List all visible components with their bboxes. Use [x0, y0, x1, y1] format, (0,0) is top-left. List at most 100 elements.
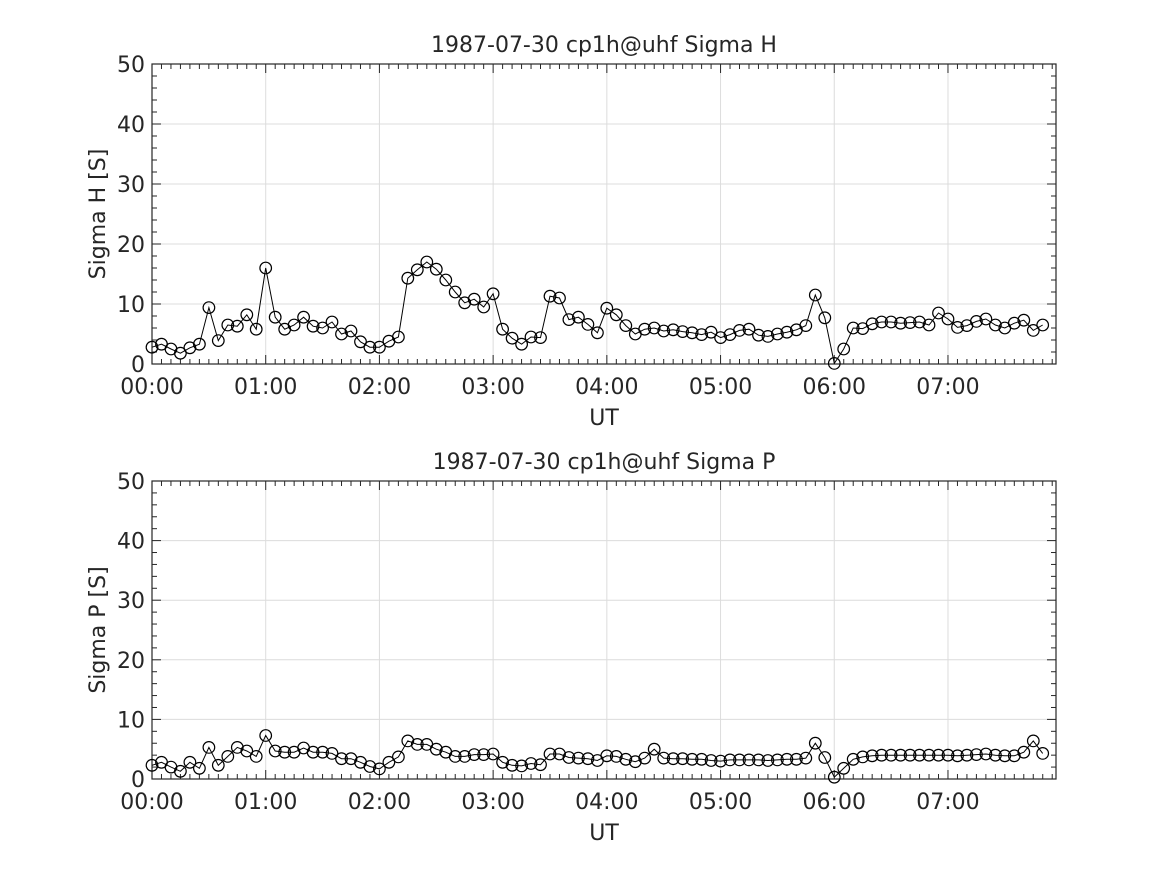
data-point: [240, 744, 254, 758]
data-point: [771, 327, 784, 341]
data-point: [913, 315, 926, 329]
data-point: [600, 749, 614, 763]
data-point: [335, 327, 348, 341]
data-point: [316, 745, 330, 759]
y-tick-label: 50: [117, 470, 145, 495]
data-point: [865, 317, 879, 331]
data-point: [392, 750, 405, 764]
data-point: [619, 752, 633, 766]
data-point: [723, 753, 737, 767]
data-point: [1007, 316, 1021, 330]
y-tick-label: 10: [117, 708, 145, 733]
data-point: [410, 263, 424, 277]
data-point: [666, 752, 680, 766]
data-point: [771, 753, 784, 767]
x-tick-label: 07:00: [916, 375, 979, 400]
data-point: [306, 319, 320, 333]
data-point: [211, 758, 225, 772]
data-point: [970, 315, 983, 328]
data-point: [865, 749, 879, 763]
x-tick-label: 04:00: [575, 375, 638, 400]
data-point: [192, 761, 206, 775]
data-point: [742, 322, 756, 336]
data-point: [363, 760, 377, 773]
data-point: [354, 335, 367, 349]
sigma-p-plot: 1987-07-30 cp1h@uhf Sigma P UT Sigma P […: [86, 450, 1057, 846]
y-tick-label: 30: [117, 589, 145, 614]
data-point: [221, 318, 235, 332]
data-point: [808, 288, 822, 302]
data-point: [230, 319, 244, 333]
data-point: [1017, 313, 1031, 327]
x-tick-label: 06:00: [803, 375, 866, 400]
data-point: [827, 357, 841, 370]
x-tick-label: 00:00: [120, 375, 183, 400]
data-point: [1036, 318, 1050, 332]
data-point: [856, 750, 870, 764]
data-point: [951, 749, 964, 763]
y-tick-label: 40: [117, 113, 145, 138]
y-tick-label: 30: [117, 173, 145, 198]
data-point: [240, 308, 254, 322]
data-point: [676, 325, 689, 339]
data-point: [439, 273, 453, 287]
data-point: [666, 323, 680, 337]
data-point: [628, 755, 642, 769]
data-point: [278, 745, 292, 759]
data-point: [894, 316, 907, 330]
data-point: [903, 748, 917, 762]
data-point: [1026, 734, 1040, 748]
data-point: [145, 758, 159, 772]
data-point: [761, 754, 775, 767]
data-point: [211, 334, 225, 348]
x-tick-label: 04:00: [575, 790, 638, 815]
data-point: [259, 261, 273, 275]
data-point: [714, 331, 727, 345]
data-point: [1036, 747, 1050, 760]
data-point: [875, 748, 888, 762]
data-point: [780, 752, 794, 766]
data-point: [998, 749, 1012, 763]
data-point: [401, 734, 415, 748]
data-point: [790, 752, 803, 766]
x-tick-label: 07:00: [916, 790, 979, 815]
data-point: [619, 319, 633, 333]
data-point: [581, 752, 595, 766]
data-point: [496, 322, 510, 336]
data-point: [894, 748, 907, 762]
data-point: [657, 751, 671, 765]
data-point: [515, 759, 528, 773]
data-point: [524, 757, 538, 770]
data-point: [989, 318, 1002, 332]
data-point: [505, 331, 519, 345]
data-point: [799, 319, 813, 333]
data-point: [609, 308, 623, 322]
data-point: [780, 325, 794, 339]
axes-box: [151, 480, 1057, 780]
data-point: [249, 322, 263, 336]
data-point: [543, 289, 557, 303]
axes-box: [151, 63, 1057, 365]
y-axis-label: Sigma P [S]: [86, 566, 111, 693]
data-point: [183, 755, 197, 769]
data-point: [742, 753, 756, 767]
data-point: [249, 750, 263, 763]
data-point: [562, 313, 576, 327]
x-tick-label: 06:00: [803, 790, 866, 815]
data-point: [827, 770, 841, 784]
data-point: [202, 301, 216, 315]
data-point: [922, 748, 936, 762]
series-line: [151, 261, 1043, 365]
data-point: [752, 328, 765, 342]
data-point: [373, 340, 386, 354]
data-point: [230, 741, 244, 754]
chart-title: 1987-07-30 cp1h@uhf Sigma H: [431, 33, 777, 58]
y-axis-label: Sigma H [S]: [86, 149, 111, 280]
data-point: [695, 328, 708, 342]
data-point: [799, 751, 813, 765]
x-tick-label: 00:00: [120, 790, 183, 815]
data-point: [268, 744, 282, 758]
data-point: [429, 742, 443, 756]
data-point: [1017, 745, 1031, 759]
